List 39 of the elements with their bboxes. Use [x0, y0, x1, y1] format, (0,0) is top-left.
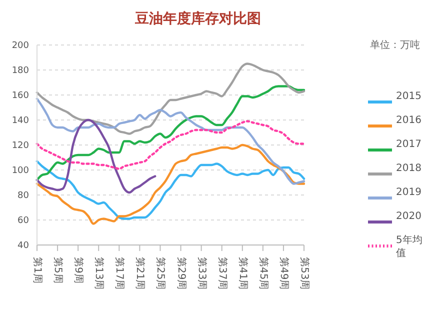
- line-series: [36, 118, 156, 194]
- line-series: [36, 62, 306, 135]
- x-tick-label: 第21周: [134, 257, 146, 290]
- line-series: [36, 98, 306, 185]
- line-series: [36, 85, 306, 182]
- x-tick-label: 第1周: [32, 257, 44, 284]
- x-tick-label: 第33周: [196, 257, 208, 290]
- y-tick-label: 160: [12, 91, 30, 102]
- line-series: [36, 120, 306, 170]
- line-series: [36, 160, 306, 220]
- x-tick-label: 第49周: [278, 257, 290, 290]
- x-tick-label: 第41周: [236, 257, 249, 290]
- line-series: [36, 144, 306, 225]
- x-tick-label: 第29周: [175, 257, 188, 290]
- legend-label: 2015: [396, 90, 422, 104]
- y-tick-label: 60: [18, 216, 30, 226]
- x-tick-label: 第37周: [216, 257, 228, 290]
- unit-note: 单位：万吨: [370, 38, 420, 52]
- y-tick-label: 200: [12, 41, 30, 52]
- legend-label: 2016: [396, 114, 422, 128]
- x-tick-label: 第53周: [298, 257, 310, 290]
- y-tick-label: 80: [18, 191, 30, 202]
- x-tick-label: 第45周: [257, 257, 270, 290]
- x-tick-label: 第5周: [52, 257, 64, 284]
- y-tick-label: 180: [12, 66, 30, 76]
- y-tick-label: 40: [18, 241, 30, 252]
- x-tick-label: 第9周: [72, 257, 85, 284]
- legend-label: 2017: [396, 138, 422, 152]
- legend-label: 2020: [396, 210, 422, 224]
- legend-label: 2019: [396, 186, 422, 200]
- y-tick-label: 100: [12, 166, 30, 176]
- y-tick-label: 120: [12, 141, 30, 152]
- x-tick-label: 第13周: [93, 257, 106, 290]
- chart-title: 豆油年度库存对比图: [134, 10, 262, 28]
- legend-label: 5年均值: [396, 234, 424, 261]
- y-tick-label: 140: [12, 116, 30, 126]
- legend-label: 2018: [396, 162, 422, 176]
- x-tick-label: 第25周: [154, 257, 167, 290]
- x-tick-label: 第17周: [114, 257, 126, 290]
